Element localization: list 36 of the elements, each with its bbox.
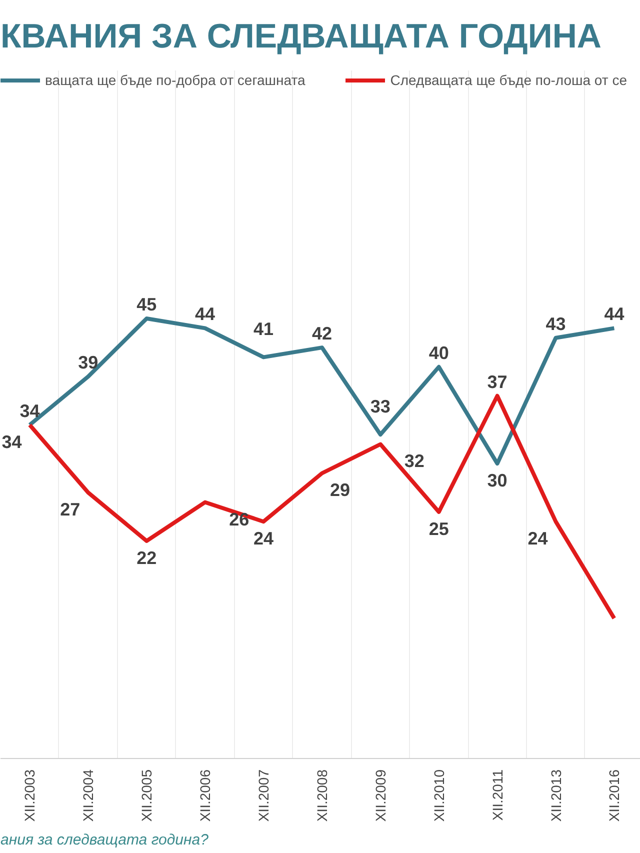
- chart-title: КВАНИЯ ЗА СЛЕДВАЩАТА ГОДИНА: [0, 18, 602, 56]
- x-tick-label: XII.2009: [372, 769, 388, 822]
- data-label: 45: [136, 294, 157, 315]
- legend-label: ващата ще бъде по-добра от сегашната: [45, 72, 306, 88]
- data-label: 44: [195, 304, 216, 324]
- x-tick-label: XII.2004: [80, 769, 96, 822]
- data-label: 37: [487, 372, 508, 392]
- data-label: 39: [78, 352, 98, 373]
- data-label: 34: [20, 400, 40, 421]
- data-label: 25: [428, 518, 449, 539]
- data-label: 32: [404, 451, 424, 472]
- legend-label: Следващата ще бъде по-лоша от се: [390, 72, 628, 88]
- data-label: 30: [487, 470, 508, 491]
- data-label: 44: [604, 304, 624, 324]
- x-tick-label: XII.2006: [197, 769, 214, 822]
- data-label: 24: [254, 528, 274, 549]
- data-label: 40: [428, 342, 449, 363]
- data-label: 41: [254, 319, 274, 340]
- data-label: 33: [370, 396, 390, 417]
- data-label: 34: [2, 432, 22, 452]
- x-tick-label: XII.2016: [606, 769, 622, 822]
- data-label: 22: [136, 548, 157, 568]
- x-tick-label: XII.2011: [489, 769, 506, 821]
- data-label: 24: [528, 528, 548, 549]
- data-label: 29: [330, 480, 350, 500]
- text: ания за следващата година?: [0, 832, 210, 848]
- x-tick-label: XII.2013: [548, 769, 564, 822]
- x-tick-label: XII.2010: [430, 769, 447, 822]
- data-label: 27: [60, 500, 80, 520]
- x-tick-label: XII.2005: [138, 769, 155, 822]
- data-label: 43: [546, 314, 566, 334]
- data-label: 26: [229, 509, 250, 530]
- x-tick-label: XII.2007: [256, 769, 272, 822]
- data-label: 42: [312, 324, 332, 344]
- x-tick-label: XII.2003: [22, 769, 38, 822]
- x-tick-label: XII.2008: [314, 769, 330, 822]
